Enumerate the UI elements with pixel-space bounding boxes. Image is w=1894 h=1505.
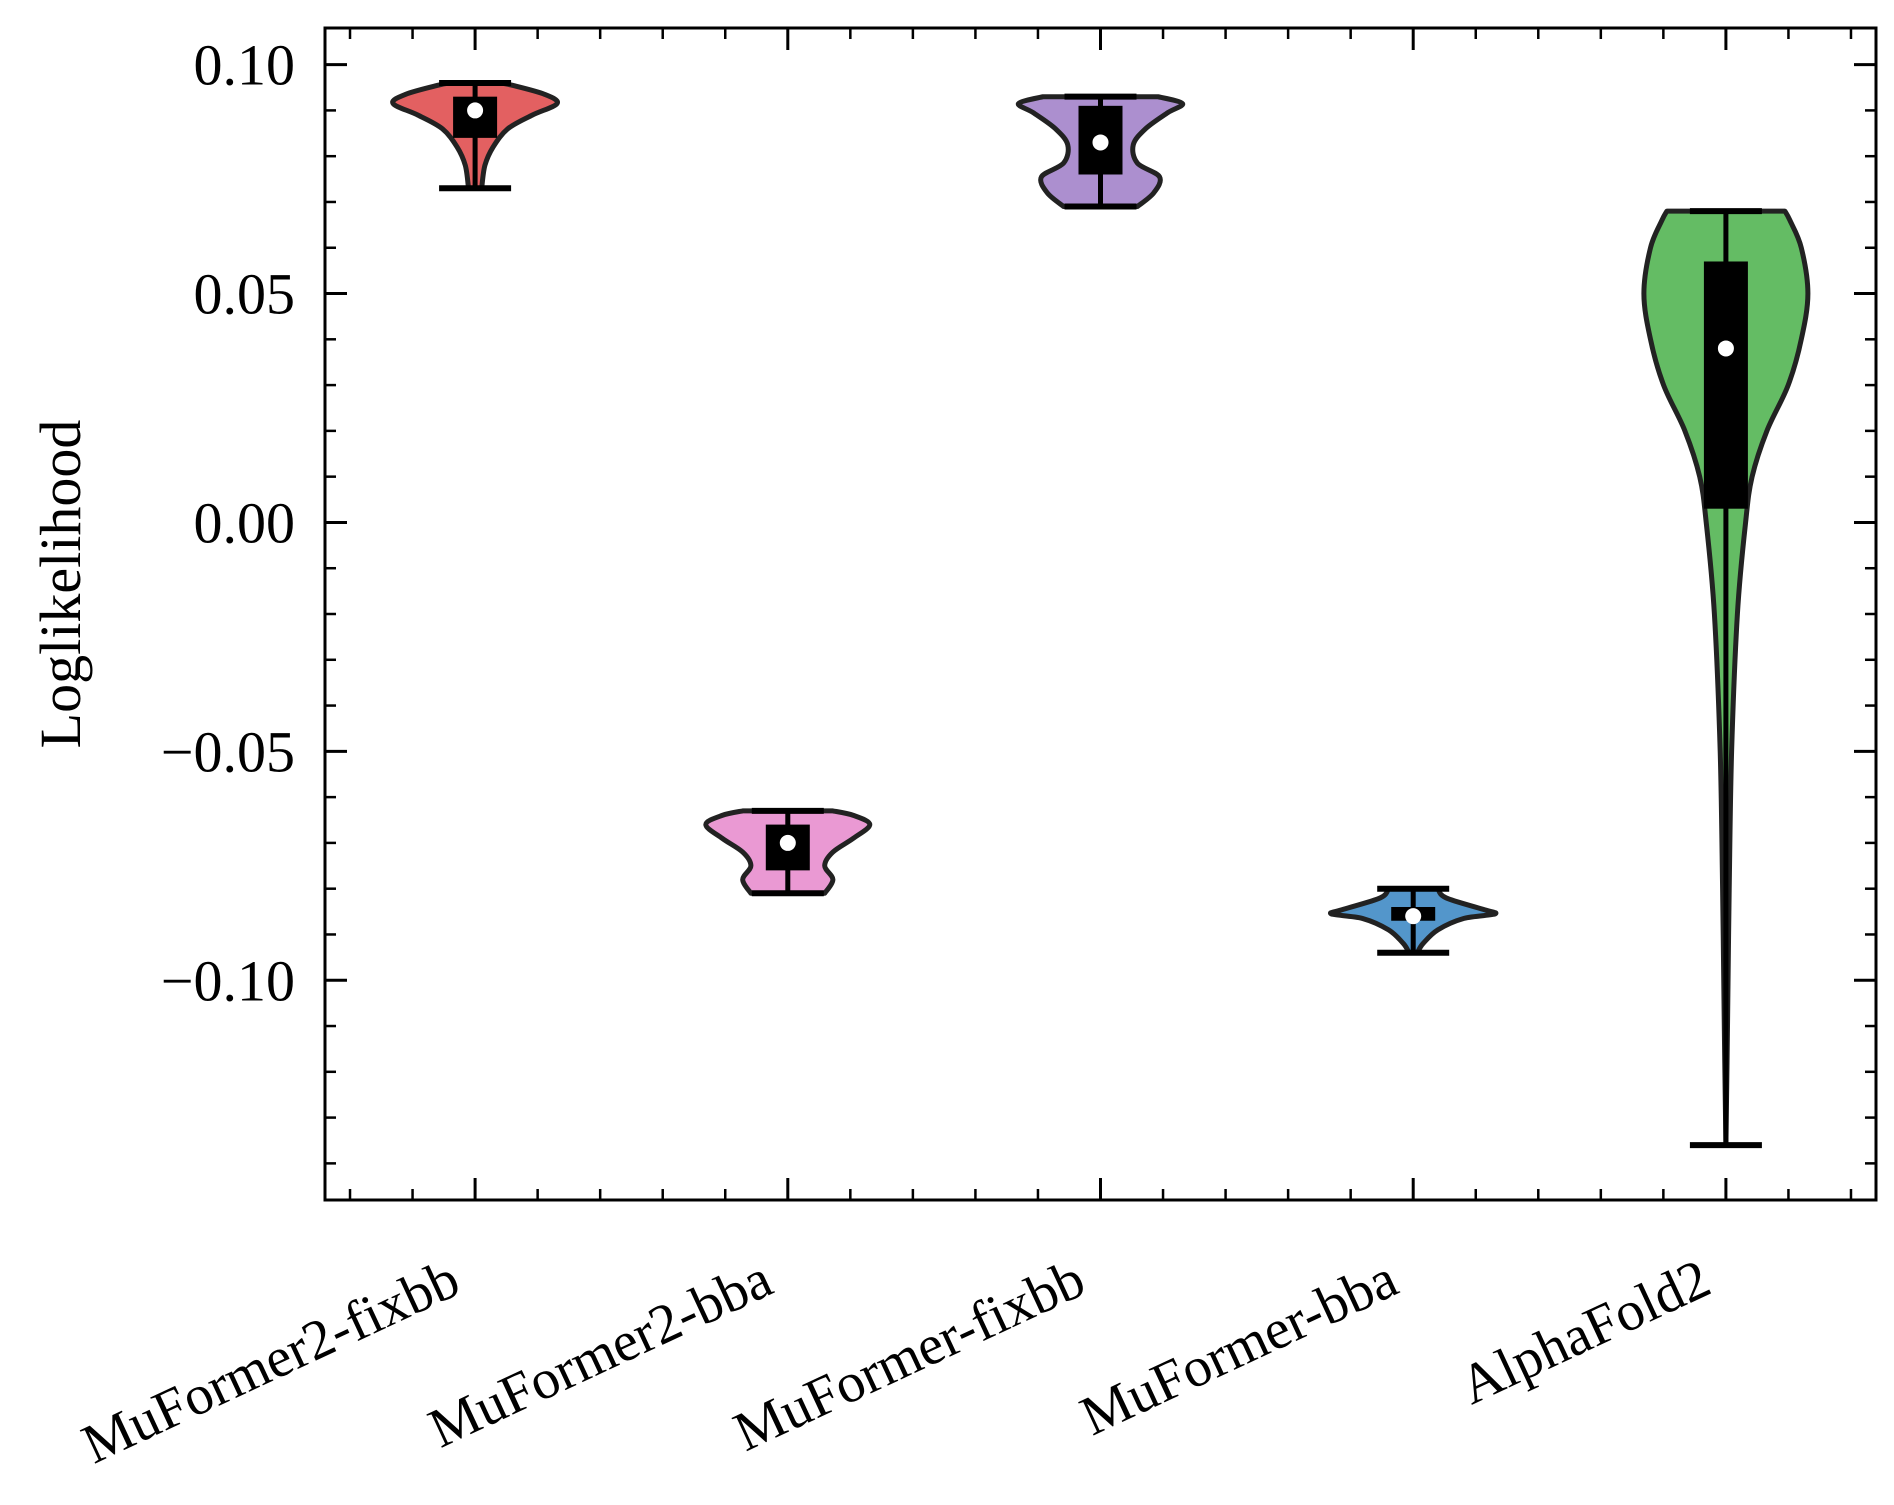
violin-group (1015, 93, 1186, 210)
y-tick-label: −0.10 (161, 948, 295, 1013)
median-point (467, 102, 484, 119)
median-point (779, 834, 796, 851)
violin-group (703, 807, 873, 897)
y-tick-label: 0.00 (194, 490, 296, 555)
y-axis-title: Loglikelihood (28, 420, 93, 749)
median-point (1405, 908, 1422, 925)
median-point (1092, 134, 1109, 151)
y-tick-label: 0.10 (194, 33, 296, 98)
y-tick-label: −0.05 (161, 719, 295, 784)
ticks-layer (325, 28, 1876, 1200)
violin-group (1328, 885, 1499, 956)
violin-group (1641, 208, 1811, 1149)
iqr-box (1703, 261, 1748, 509)
violins-layer (390, 79, 1811, 1149)
violin-group (390, 79, 560, 192)
y-tick-label: 0.05 (194, 262, 296, 327)
median-point (1717, 340, 1734, 357)
plot-frame (323, 26, 1878, 1202)
